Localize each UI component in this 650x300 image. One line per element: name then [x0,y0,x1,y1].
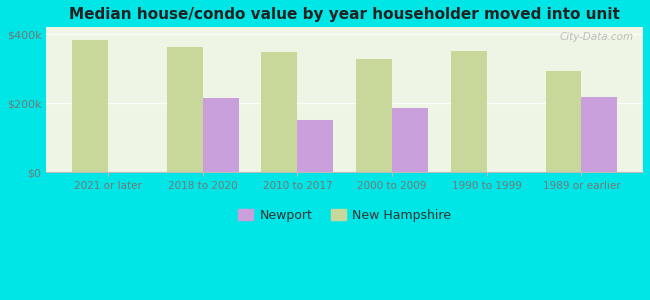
Bar [298,120,333,172]
Title: Median house/condo value by year householder moved into unit: Median house/condo value by year househo… [70,7,620,22]
Text: City-Data.com: City-Data.com [560,32,634,42]
Bar [451,51,487,172]
Bar [203,98,239,172]
Bar [545,71,582,172]
Legend: Newport, New Hampshire: Newport, New Hampshire [233,204,456,227]
Bar [392,108,428,172]
Bar [582,97,618,172]
Bar [72,40,108,172]
Bar [166,47,203,172]
Bar [356,59,392,172]
Bar [261,52,298,172]
